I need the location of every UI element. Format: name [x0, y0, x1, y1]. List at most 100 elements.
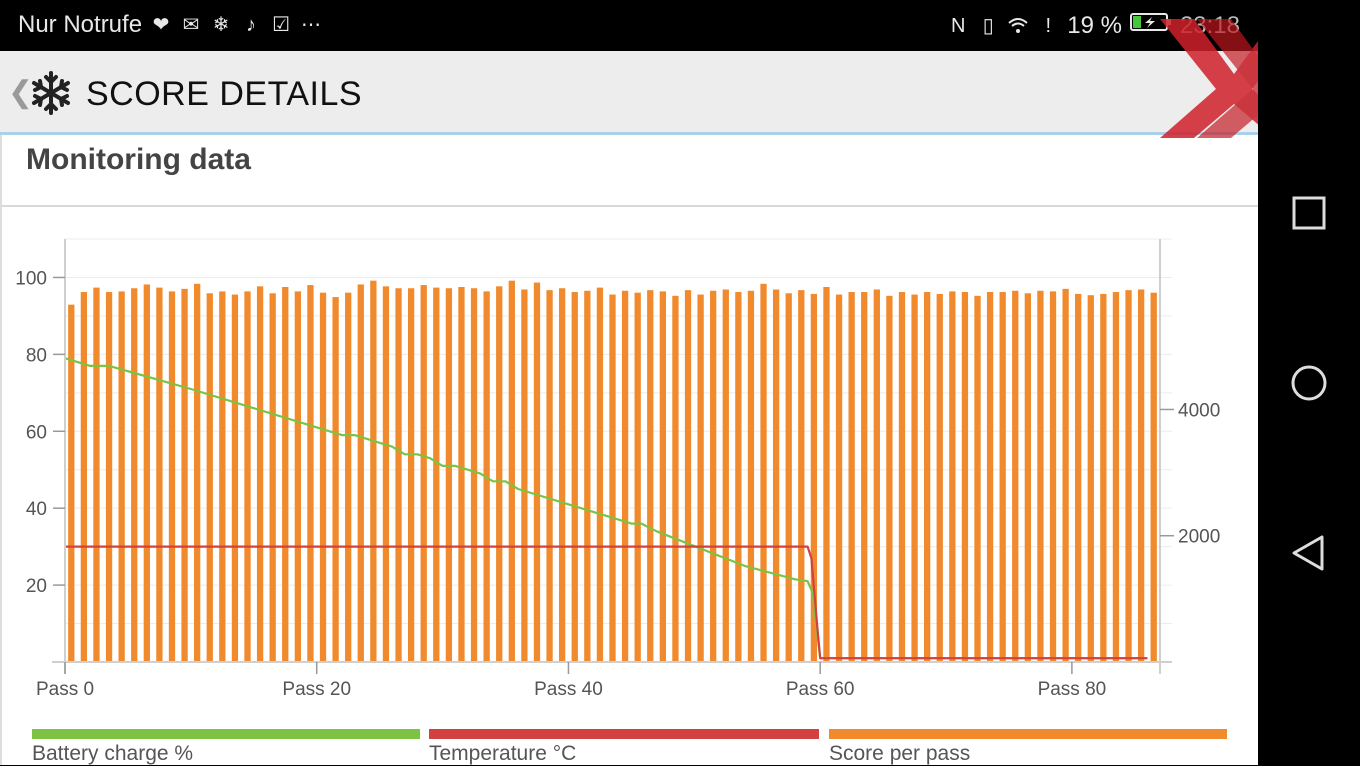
score-bar — [1125, 290, 1132, 662]
score-bar — [722, 289, 729, 662]
score-bar — [1150, 292, 1157, 662]
score-bar — [445, 288, 453, 662]
score-bar — [1024, 293, 1031, 662]
score-bar — [634, 292, 641, 662]
heart-pulse-icon: ❤ — [152, 14, 170, 36]
legend-item-score: Score per pass — [829, 729, 1227, 765]
left-tick-label: 20 — [26, 576, 47, 597]
clipboard-icon: ☑ — [272, 14, 291, 36]
x-tick-label: Pass 20 — [282, 679, 351, 700]
left-tick-label: 80 — [26, 345, 47, 366]
score-bar — [269, 293, 276, 662]
monitoring-chart: 20 40 60 80 100 2000 4000 Pass 0 Pass 20 Pass 40 P… — [15, 238, 1220, 700]
battery-alert-icon: ! — [1045, 14, 1052, 37]
score-bar — [131, 288, 138, 662]
score-bar — [961, 292, 969, 662]
mail-icon: ✉ — [182, 14, 200, 36]
score-bar — [420, 285, 427, 662]
score-bar — [798, 290, 805, 662]
left-tick-label: 100 — [15, 268, 47, 289]
score-bar — [1037, 290, 1044, 662]
battery-line — [64, 357, 1148, 660]
legend-item-battery: Battery charge % — [32, 729, 420, 765]
x-tick-label: Pass 40 — [534, 679, 603, 700]
score-bar — [861, 292, 868, 662]
score-bar — [282, 286, 289, 662]
app-bar: ❮ SCORE DETAILS — [0, 51, 1258, 135]
triangle-back-icon[interactable] — [1286, 530, 1332, 576]
score-bar — [735, 292, 742, 662]
score-bar — [571, 292, 578, 662]
left-tick-label: 40 — [26, 499, 47, 520]
legend-label-temperature: Temperature °C — [429, 742, 577, 765]
square-icon[interactable] — [1286, 190, 1332, 236]
score-bar — [231, 294, 239, 662]
score-bar — [206, 293, 213, 662]
score-bar — [332, 297, 339, 662]
score-bar — [760, 283, 767, 662]
score-bar — [974, 295, 981, 662]
legend-item-temperature: Temperature °C — [429, 729, 819, 765]
score-bar — [546, 290, 553, 662]
score-bar — [1049, 291, 1057, 662]
score-bar — [1100, 293, 1107, 662]
legend-label-score: Score per pass — [829, 742, 971, 765]
score-bar — [710, 290, 717, 662]
score-bar — [407, 288, 415, 662]
score-bar — [1062, 288, 1069, 662]
status-left-group: Nur Notrufe ❤ ✉ ❄ ♪ ☑ ⋯ — [18, 11, 322, 39]
score-bar — [143, 284, 150, 662]
score-bar — [772, 289, 780, 662]
score-bar — [684, 290, 692, 662]
score-bar — [886, 295, 893, 662]
score-bar — [382, 286, 390, 662]
score-bar — [848, 292, 855, 662]
score-bar — [168, 291, 176, 662]
more-dots-icon: ⋯ — [301, 14, 322, 36]
score-bar — [345, 292, 352, 662]
score-bar — [1137, 289, 1145, 662]
score-bar — [319, 292, 327, 662]
score-bar — [458, 286, 465, 662]
nfc-icon: N — [951, 14, 966, 37]
score-bar — [697, 294, 704, 662]
score-bar — [1075, 293, 1082, 662]
score-bar — [1087, 295, 1094, 662]
score-bar — [911, 294, 918, 662]
back-chevron-icon[interactable]: ❮ — [8, 76, 34, 109]
section-title: Monitoring data — [26, 143, 251, 176]
score-bar — [647, 290, 654, 662]
vibrate-icon: ▯ — [982, 14, 994, 37]
score-bar — [156, 287, 163, 662]
legend-label-battery: Battery charge % — [32, 742, 194, 765]
score-bar — [898, 292, 906, 662]
x-tick-label: Pass 60 — [786, 679, 855, 700]
score-bar — [307, 285, 314, 662]
score-bar — [496, 286, 503, 662]
score-bar — [357, 284, 364, 662]
screen-title: SCORE DETAILS — [86, 75, 363, 113]
score-bar — [810, 293, 818, 662]
score-bar — [93, 287, 100, 662]
score-bar — [395, 288, 402, 662]
legend-swatch-temperature — [429, 729, 819, 739]
score-bar — [835, 294, 843, 662]
circle-icon[interactable] — [1286, 360, 1332, 406]
score-bar — [949, 291, 956, 662]
score-bar — [370, 280, 377, 662]
snowflake-logo-icon — [28, 70, 74, 116]
content-panel: Monitoring data 20 40 60 80 100 2000 4000 Pass … — [0, 135, 1258, 765]
score-bar — [596, 287, 604, 662]
score-bar — [584, 290, 591, 662]
right-tick-label: 4000 — [1178, 400, 1220, 421]
score-bar — [256, 286, 264, 662]
score-bar — [1012, 290, 1019, 662]
score-bar — [823, 286, 830, 662]
score-bar — [986, 292, 994, 662]
score-bar — [609, 294, 616, 662]
score-bar — [294, 291, 301, 662]
score-bar — [873, 289, 880, 662]
section-divider — [2, 205, 1258, 207]
x-tick-label: Pass 0 — [36, 679, 94, 700]
score-bar — [659, 291, 666, 662]
